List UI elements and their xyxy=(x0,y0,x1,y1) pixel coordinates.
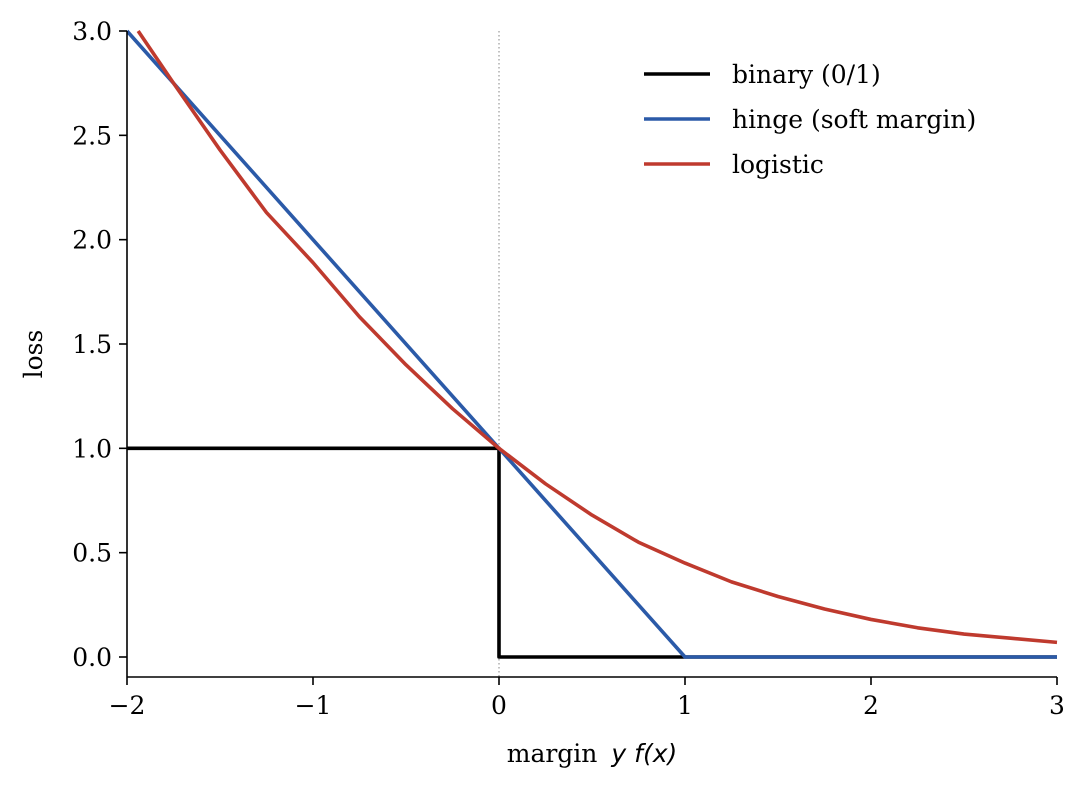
x-tick-label: −2 xyxy=(109,691,146,720)
x-axis-label-math: y f(x) xyxy=(610,739,677,768)
legend-label-hinge-soft-margin: hinge (soft margin) xyxy=(732,105,976,134)
y-tick-label: 3.0 xyxy=(72,17,112,46)
x-tick-label: 3 xyxy=(1049,691,1065,720)
y-tick-label: 1.0 xyxy=(72,434,112,463)
legend-label-binary-0-1: binary (0/1) xyxy=(732,60,881,89)
series-line-hinge-soft-margin xyxy=(127,29,1057,659)
axes xyxy=(126,31,1057,678)
y-axis-label: loss xyxy=(19,330,48,379)
x-tick-label: 0 xyxy=(491,691,507,720)
ticks: −2 −1 0 1 2 3 0.0 0.5 1.0 1.5 2.0 2.5 3.0 xyxy=(72,17,1065,720)
y-tick-label: 2.0 xyxy=(72,226,112,255)
legend-label-logistic: logistic xyxy=(732,150,824,179)
y-tick-label: 2.5 xyxy=(72,121,112,150)
x-axis-label: margin y f(x) xyxy=(507,739,678,768)
x-tick-label: −1 xyxy=(295,691,332,720)
x-tick-label: 2 xyxy=(863,691,879,720)
x-tick-label: 1 xyxy=(677,691,693,720)
legend: binary (0/1) hinge (soft margin) logistic xyxy=(644,60,976,179)
y-tick-label: 1.5 xyxy=(72,330,112,359)
plot-area xyxy=(127,29,1058,677)
series-line-logistic xyxy=(136,29,1058,645)
y-tick-label: 0.5 xyxy=(72,539,112,568)
y-tick-label: 0.0 xyxy=(72,643,112,672)
